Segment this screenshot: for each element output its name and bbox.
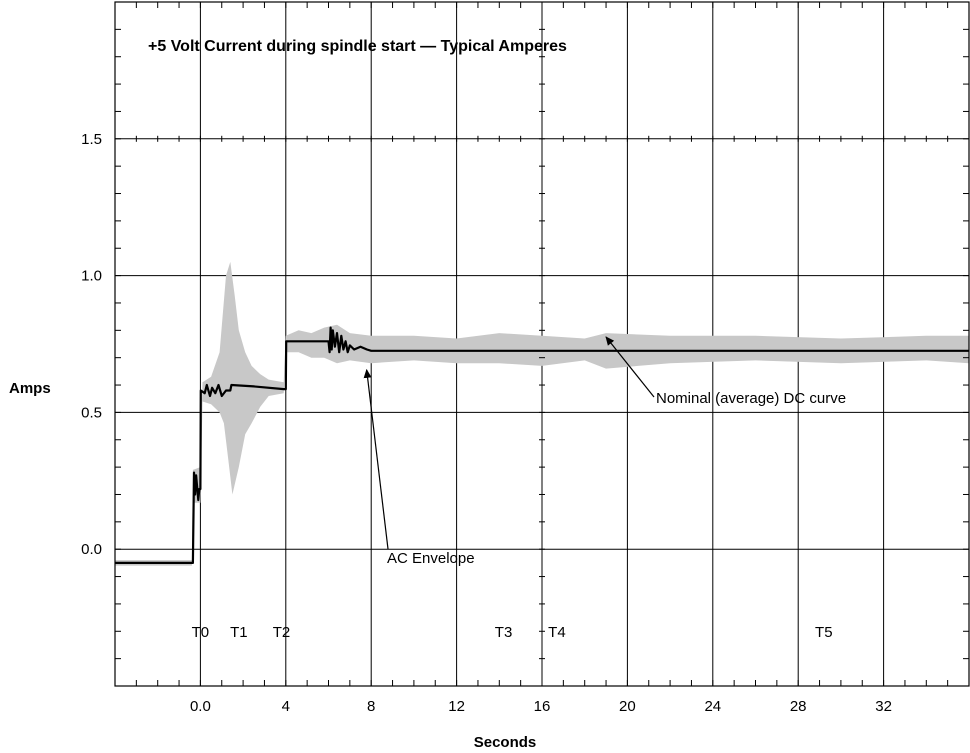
y-tick-label: 1.5	[81, 131, 102, 148]
x-tick-label: 28	[790, 698, 807, 715]
annotation-ac-envelope-arrow	[363, 368, 389, 550]
x-tick-label: 8	[367, 698, 375, 715]
x-tick-label: 32	[875, 698, 892, 715]
annotation-dc-curve-label: Nominal (average) DC curve	[656, 390, 846, 407]
tick-marks	[114, 1, 970, 687]
time-markers: T0 T1 T2 T3 T4 T5	[192, 624, 833, 641]
time-marker-label: T3	[495, 624, 513, 641]
dc-curve-layer	[115, 326, 969, 564]
annotation-dc-curve-arrow	[605, 336, 655, 398]
time-marker-label: T4	[548, 624, 566, 641]
time-marker-label: T1	[230, 624, 248, 641]
x-tick-label: 0.0	[190, 698, 211, 715]
dc-curve-series	[115, 326, 969, 564]
x-tick-label: 12	[448, 698, 465, 715]
y-tick-label: 0.5	[81, 404, 102, 421]
chart-title: +5 Volt Current during spindle start — T…	[148, 38, 567, 55]
x-axis-label: Seconds	[474, 734, 537, 751]
ac-envelope-series	[115, 261, 969, 566]
time-marker-label: T2	[273, 624, 291, 641]
y-axis-label: Amps	[9, 380, 51, 397]
x-tick-label: 16	[534, 698, 551, 715]
annotation-ac-envelope-label: AC Envelope	[387, 550, 475, 567]
y-tick-label: 1.0	[81, 268, 102, 285]
time-marker-label: T5	[815, 624, 833, 641]
y-tick-label: 0.0	[81, 541, 102, 558]
x-tick-label: 4	[282, 698, 290, 715]
time-marker-label: T0	[192, 624, 210, 641]
x-tick-label: 20	[619, 698, 636, 715]
ac-envelope-layer	[115, 261, 969, 566]
tick-labels: 0.0 4 8 12 16 20 24 28 32 0.0 0.5 1.0 1.5	[81, 131, 892, 715]
x-tick-label: 24	[704, 698, 721, 715]
annotations: Nominal (average) DC curve AC Envelope	[363, 336, 846, 567]
